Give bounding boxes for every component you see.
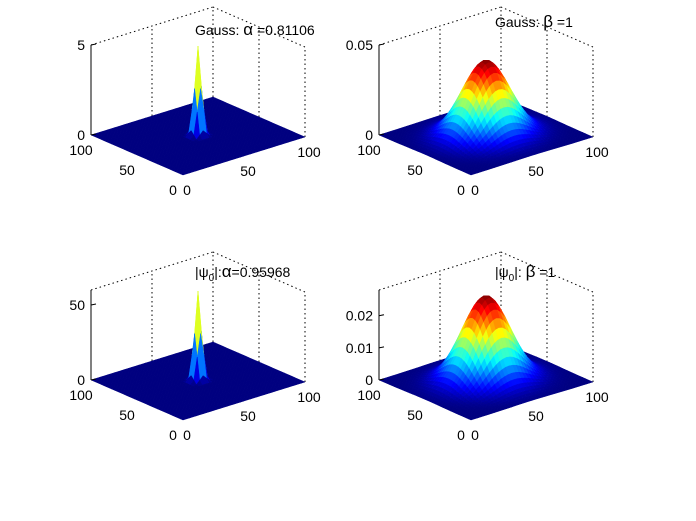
y-tick-label: 50 — [119, 162, 135, 178]
z-tick — [90, 303, 97, 306]
z-tick-label: 50 — [69, 297, 85, 313]
z-tick — [90, 43, 97, 46]
y-tick-label: 100 — [69, 387, 93, 403]
surface — [378, 295, 594, 421]
x-tick-label: 100 — [585, 144, 609, 160]
x-tick-label: 100 — [297, 144, 321, 160]
x-tick-label: 0 — [183, 182, 191, 198]
x-tick-label: 50 — [528, 163, 544, 179]
grid-line — [212, 251, 306, 293]
x-tick-label: 50 — [240, 163, 256, 179]
grid-line — [500, 251, 594, 293]
surface-patch — [467, 172, 476, 176]
z-tick-label: 0 — [77, 372, 85, 388]
subplot-title: Gauss: β =1 — [495, 12, 573, 31]
x-tick-label: 0 — [471, 182, 479, 198]
z-tick-label: 0.05 — [346, 37, 373, 53]
x-tick-label: 100 — [297, 389, 321, 405]
grid-line — [500, 6, 594, 48]
grid-line — [90, 6, 214, 46]
subplot-title: |ψ0|:α=0.95968 — [195, 262, 291, 284]
z-tick — [90, 378, 97, 381]
y-tick-label: 100 — [357, 142, 381, 158]
y-tick-label: 0 — [169, 427, 177, 443]
surface — [378, 60, 594, 176]
y-tick-label: 50 — [119, 407, 135, 423]
surface — [90, 45, 306, 176]
y-tick-label: 50 — [407, 162, 423, 178]
grid-line — [378, 6, 502, 46]
z-tick — [378, 133, 385, 136]
y-tick-label: 0 — [169, 182, 177, 198]
z-tick — [378, 43, 385, 46]
z-tick-label: 0 — [365, 127, 373, 143]
y-tick-label: 0 — [457, 182, 465, 198]
y-tick-label: 100 — [69, 142, 93, 158]
surface-patch — [179, 417, 188, 421]
subplot-title: Gauss: α =0.81106 — [195, 20, 315, 39]
z-tick-label: 0 — [77, 127, 85, 143]
grid-line — [212, 6, 306, 48]
subplot-title: |ψ0|: β =1 — [495, 262, 555, 284]
grid-line — [378, 251, 502, 291]
grid-line — [90, 251, 214, 291]
x-tick-label: 50 — [240, 408, 256, 424]
z-tick — [90, 133, 97, 136]
z-tick-label: 5 — [77, 37, 85, 53]
surface-patch — [179, 172, 188, 176]
x-tick-label: 0 — [183, 427, 191, 443]
